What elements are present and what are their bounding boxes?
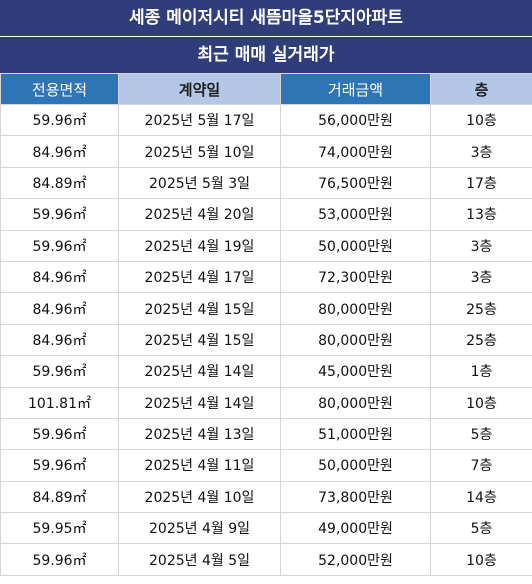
cell-date: 2025년 4월 9일 [118, 512, 281, 545]
table-row: 84.89㎡ 2025년 5월 3일 76,500만원 17층 [0, 166, 532, 200]
table-row: 84.96㎡ 2025년 4월 17일 72,300만원 3층 [0, 260, 532, 294]
cell-date: 2025년 5월 17일 [118, 103, 281, 137]
cell-date: 2025년 4월 10일 [118, 480, 281, 514]
cell-price: 80,000만원 [280, 323, 431, 357]
column-header-area: 전용면적 [0, 73, 119, 105]
table-row: 59.96㎡ 2025년 4월 11일 50,000만원 7층 [0, 449, 532, 482]
cell-price: 73,800만원 [280, 480, 431, 514]
cell-area: 59.96㎡ [0, 355, 119, 388]
cell-price: 45,000만원 [280, 355, 431, 388]
cell-floor: 5층 [430, 512, 532, 545]
cell-area: 84.89㎡ [0, 166, 119, 200]
table-row: 59.96㎡ 2025년 4월 13일 51,000만원 5층 [0, 417, 532, 451]
table-header-row: 전용면적 계약일 거래금액 층 [0, 73, 532, 105]
cell-area: 84.96㎡ [0, 323, 119, 357]
table-row: 59.95㎡ 2025년 4월 9일 49,000만원 5층 [0, 512, 532, 545]
table-row: 59.96㎡ 2025년 4월 5일 52,000만원 10층 [0, 543, 532, 576]
cell-date: 2025년 4월 19일 [118, 229, 281, 262]
cell-area: 59.96㎡ [0, 198, 119, 231]
cell-price: 74,000만원 [280, 135, 431, 168]
cell-floor: 5층 [430, 417, 532, 451]
column-header-date: 계약일 [118, 73, 281, 105]
cell-date: 2025년 4월 20일 [118, 198, 281, 231]
cell-area: 84.89㎡ [0, 480, 119, 514]
cell-price: 49,000만원 [280, 512, 431, 545]
cell-price: 56,000만원 [280, 103, 431, 137]
cell-area: 59.96㎡ [0, 229, 119, 262]
cell-floor: 1층 [430, 355, 532, 388]
table-row: 84.96㎡ 2025년 5월 10일 74,000만원 3층 [0, 135, 532, 168]
cell-floor: 7층 [430, 449, 532, 482]
table-body: 59.96㎡ 2025년 5월 17일 56,000만원 10층 84.96㎡ 2025년… [0, 103, 532, 576]
page-title: 세종 메이저시티 새뜸마을5단지아파트 [0, 0, 532, 37]
table-row: 59.96㎡ 2025년 5월 17일 56,000만원 10층 [0, 103, 532, 137]
table-row: 84.96㎡ 2025년 4월 15일 80,000만원 25층 [0, 292, 532, 325]
cell-floor: 14층 [430, 480, 532, 514]
cell-area: 59.96㎡ [0, 543, 119, 576]
cell-area: 84.96㎡ [0, 292, 119, 325]
cell-price: 80,000만원 [280, 292, 431, 325]
cell-date: 2025년 4월 13일 [118, 417, 281, 451]
cell-floor: 10층 [430, 543, 532, 576]
cell-date: 2025년 4월 15일 [118, 292, 281, 325]
cell-date: 2025년 4월 11일 [118, 449, 281, 482]
cell-date: 2025년 4월 14일 [118, 355, 281, 388]
cell-area: 84.96㎡ [0, 260, 119, 294]
cell-floor: 3층 [430, 260, 532, 294]
cell-floor: 3층 [430, 135, 532, 168]
cell-area: 59.96㎡ [0, 449, 119, 482]
cell-area: 84.96㎡ [0, 135, 119, 168]
cell-date: 2025년 4월 17일 [118, 260, 281, 294]
cell-date: 2025년 5월 10일 [118, 135, 281, 168]
cell-floor: 10층 [430, 103, 532, 137]
cell-price: 50,000만원 [280, 449, 431, 482]
page-subtitle: 최근 매매 실거래가 [0, 37, 532, 73]
cell-floor: 25층 [430, 323, 532, 357]
cell-price: 51,000만원 [280, 417, 431, 451]
table-row: 84.89㎡ 2025년 4월 10일 73,800만원 14층 [0, 480, 532, 514]
cell-price: 80,000만원 [280, 386, 431, 419]
table-row: 59.96㎡ 2025년 4월 19일 50,000만원 3층 [0, 229, 532, 262]
cell-floor: 13층 [430, 198, 532, 231]
cell-area: 101.81㎡ [0, 386, 119, 419]
table-row: 101.81㎡ 2025년 4월 14일 80,000만원 10층 [0, 386, 532, 419]
cell-date: 2025년 4월 14일 [118, 386, 281, 419]
cell-date: 2025년 5월 3일 [118, 166, 281, 200]
cell-area: 59.95㎡ [0, 512, 119, 545]
column-header-floor: 층 [430, 73, 532, 105]
cell-price: 72,300만원 [280, 260, 431, 294]
cell-price: 50,000만원 [280, 229, 431, 262]
table-row: 84.96㎡ 2025년 4월 15일 80,000만원 25층 [0, 323, 532, 357]
transaction-table: 전용면적 계약일 거래금액 층 59.96㎡ 2025년 5월 17일 56,000… [0, 73, 532, 576]
cell-floor: 17층 [430, 166, 532, 200]
cell-floor: 3층 [430, 229, 532, 262]
cell-area: 59.96㎡ [0, 103, 119, 137]
table-row: 59.96㎡ 2025년 4월 14일 45,000만원 1층 [0, 355, 532, 388]
cell-floor: 25층 [430, 292, 532, 325]
cell-area: 59.96㎡ [0, 417, 119, 451]
cell-price: 53,000만원 [280, 198, 431, 231]
cell-date: 2025년 4월 15일 [118, 323, 281, 357]
cell-floor: 10층 [430, 386, 532, 419]
table-row: 59.96㎡ 2025년 4월 20일 53,000만원 13층 [0, 198, 532, 231]
cell-price: 52,000만원 [280, 543, 431, 576]
cell-price: 76,500만원 [280, 166, 431, 200]
cell-date: 2025년 4월 5일 [118, 543, 281, 576]
column-header-price: 거래금액 [280, 73, 431, 105]
